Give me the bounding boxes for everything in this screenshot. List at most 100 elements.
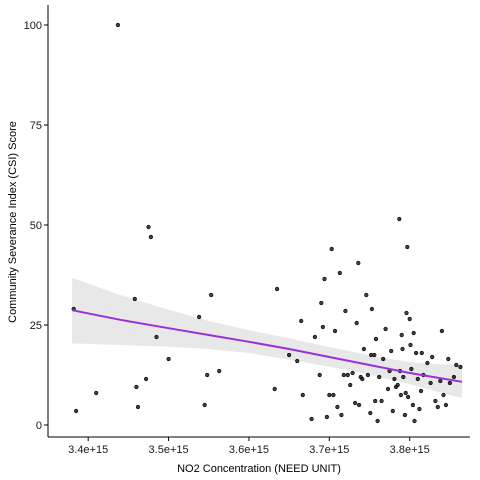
y-tick-label: 25 xyxy=(30,320,42,332)
data-point xyxy=(397,216,402,222)
data-point xyxy=(357,402,362,408)
data-point xyxy=(300,392,305,398)
data-point xyxy=(446,356,451,362)
data-point xyxy=(402,412,408,418)
data-point xyxy=(411,330,416,336)
data-point xyxy=(395,382,400,388)
data-point xyxy=(425,360,430,366)
data-point xyxy=(405,244,410,250)
data-point xyxy=(406,394,411,400)
data-point xyxy=(73,408,79,414)
data-point xyxy=(417,406,422,412)
data-point xyxy=(373,398,378,404)
data-point xyxy=(415,376,420,382)
data-point xyxy=(322,276,327,282)
y-tick-label: 0 xyxy=(36,420,42,432)
data-point xyxy=(132,296,137,302)
data-point xyxy=(197,314,202,320)
data-point xyxy=(348,382,353,388)
data-point xyxy=(441,392,446,398)
data-point xyxy=(443,402,449,408)
data-point xyxy=(451,374,457,380)
data-point xyxy=(335,404,340,410)
trend-line xyxy=(71,309,463,383)
data-point xyxy=(166,356,171,362)
data-point xyxy=(439,328,445,334)
data-point xyxy=(410,402,416,408)
data-point xyxy=(205,372,210,378)
trend-line-layer xyxy=(71,309,463,383)
data-point xyxy=(217,368,222,374)
data-point xyxy=(134,384,139,390)
data-point xyxy=(94,390,99,396)
data-point xyxy=(399,332,404,338)
data-point xyxy=(331,392,336,398)
data-point xyxy=(409,366,414,372)
data-point xyxy=(390,408,395,414)
data-point xyxy=(407,316,412,322)
data-point xyxy=(353,400,358,406)
data-point xyxy=(154,334,159,340)
data-point xyxy=(401,374,406,380)
data-point xyxy=(360,376,365,382)
data-point xyxy=(209,292,214,298)
y-tick-label: 75 xyxy=(30,120,42,132)
x-axis-title: NO2 Concentration (NEED UNIT) xyxy=(177,463,341,475)
data-point xyxy=(319,300,324,306)
data-point xyxy=(375,418,380,424)
data-point xyxy=(381,356,386,362)
x-tick-label: 3.6e+15 xyxy=(229,444,269,456)
y-axis-title: Community Severance Index (CSI) Score xyxy=(7,121,19,323)
data-point xyxy=(148,234,153,240)
ticks-layer: 3.4e+15 3.5e+15 3.6e+15 3.7e+15 3.8e+15 0 25 50… xyxy=(24,20,430,456)
data-point xyxy=(343,308,348,314)
data-point xyxy=(312,334,318,340)
data-point xyxy=(398,392,404,398)
data-point xyxy=(202,402,207,408)
data-point xyxy=(361,346,367,352)
data-point xyxy=(354,320,359,326)
data-point xyxy=(339,412,344,418)
data-point xyxy=(332,328,338,334)
data-point xyxy=(392,376,397,382)
data-point xyxy=(372,352,377,358)
x-tick-label: 3.5e+15 xyxy=(149,444,189,456)
data-point xyxy=(438,378,443,384)
data-point xyxy=(385,386,391,392)
data-point xyxy=(365,372,371,378)
data-point xyxy=(400,346,405,352)
data-point xyxy=(144,376,149,382)
data-point xyxy=(369,306,375,312)
data-point xyxy=(324,414,330,420)
data-point xyxy=(295,358,300,364)
data-point xyxy=(379,398,384,404)
data-point xyxy=(403,390,408,396)
data-point xyxy=(458,364,463,370)
data-point xyxy=(341,372,346,378)
data-point xyxy=(418,388,424,394)
data-point xyxy=(433,398,438,404)
data-point xyxy=(389,348,394,354)
data-point xyxy=(404,310,409,316)
data-point xyxy=(428,380,433,386)
data-point xyxy=(345,372,350,378)
confidence-ribbon-layer xyxy=(72,277,462,399)
data-point xyxy=(272,386,277,392)
data-point xyxy=(414,350,419,356)
data-point xyxy=(146,224,151,230)
data-point xyxy=(383,326,388,332)
data-point xyxy=(309,416,314,422)
data-point xyxy=(287,352,292,358)
data-point xyxy=(327,392,332,398)
data-point xyxy=(430,354,435,360)
data-point xyxy=(412,418,417,424)
confidence-ribbon xyxy=(72,277,462,399)
points-layer xyxy=(71,22,463,424)
axes-layer xyxy=(47,5,470,438)
data-point xyxy=(135,404,141,410)
data-point xyxy=(419,350,424,356)
data-point xyxy=(350,370,355,376)
